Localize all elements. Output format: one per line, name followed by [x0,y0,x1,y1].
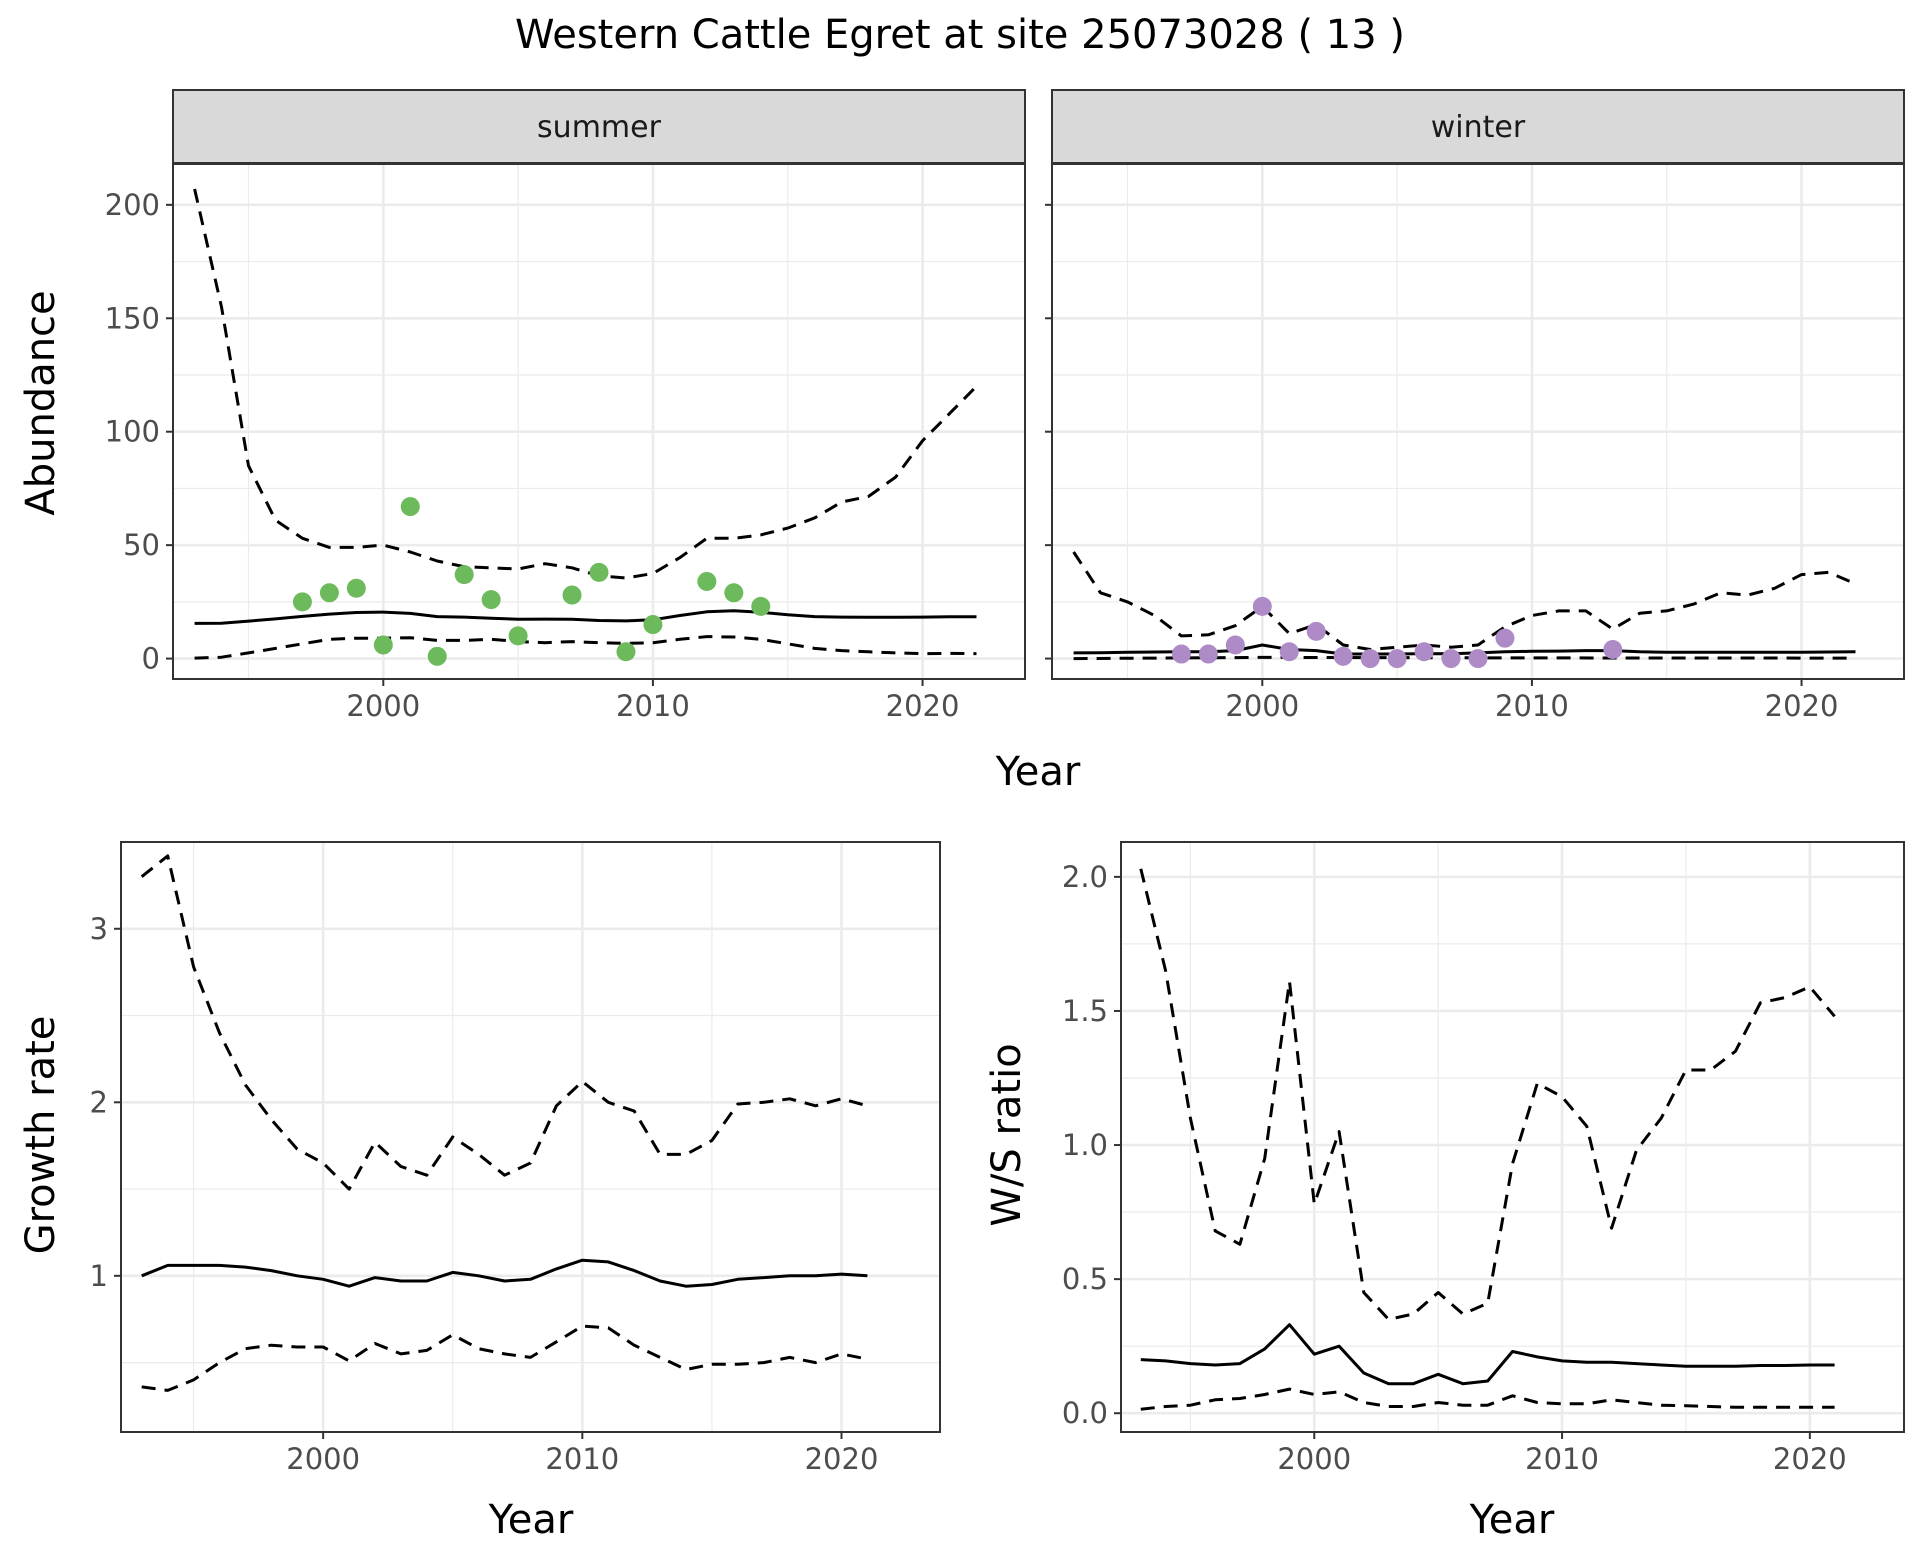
winter-data-point [1198,644,1218,664]
summer-data-point [616,642,636,662]
ratio-x-tick-label: 2000 [1277,1442,1351,1476]
growth-x-axis-title: Year [488,1497,574,1543]
winter-data-point [1225,635,1245,655]
summer-data-point [373,635,393,655]
growth-series-bound-line-1 [140,854,868,1191]
growth-series-bound-line-2 [141,1324,868,1392]
summer-plot-area [173,164,1025,679]
winter-data-point [1333,646,1353,666]
winter-data-point [1360,649,1380,669]
growth-y-axis-title: Growth rate [18,1016,64,1255]
winter-data-point [1306,621,1326,641]
winter-data-point [1468,649,1488,669]
ratio-y-tick-label: 1.5 [1062,994,1108,1028]
summer-series-bound-line-1 [193,188,978,580]
summer-y-tick-label: 150 [105,301,160,335]
ratio-x-tick-label: 2020 [1773,1442,1847,1476]
growth-y-tick-label: 3 [90,912,108,946]
ratio-panel-border [1120,841,1905,1433]
summer-y-tick-label: 100 [105,415,160,449]
summer-data-point [508,626,528,646]
winter-strip-label: winter [1431,110,1526,145]
winter-data-point [1495,628,1515,648]
summer-data-point [724,583,744,603]
summer-data-point [751,596,771,616]
summer-data-point [454,565,474,585]
summer-strip-label: summer [537,110,662,145]
summer-data-point [697,571,717,591]
winter-series-bound-line-1 [1072,551,1857,651]
summer-data-point [319,583,339,603]
growth-series-estimate-line [141,1258,868,1288]
ratio-x-axis-title: Year [1469,1497,1555,1543]
summer-data-point [643,615,663,635]
summer-y-tick-label: 50 [123,528,160,562]
ratio-y-axis-title: W/S ratio [984,1043,1030,1226]
winter-data-point [1387,649,1407,669]
ratio-panel: Year W/S ratio 2000 2010 2020 0.0 0.5 1.0 1.5 2… [984,841,1905,1543]
summer-x-tick-label: 2020 [886,689,960,723]
summer-data-point [562,585,582,605]
summer-series-estimate-line [194,609,977,625]
summer-data-point [400,497,420,517]
growth-panel: Year Growth rate 2000 2010 2020 1 2 3 [18,841,941,1543]
winter-strip [1051,89,1905,164]
summer-data-point [292,592,312,612]
ratio-series-estimate-line [1140,1323,1835,1386]
summer-y-tick-label: 200 [105,188,160,222]
summer-strip [172,89,1026,164]
summer-data-point [346,578,366,598]
ratio-x-tick-label: 2010 [1525,1442,1599,1476]
top-x-axis-title: Year [995,749,1081,795]
growth-x-tick-label: 2000 [286,1442,360,1476]
summer-panel: summer Abundance 2000 2010 2020 0 50 100 150 20… [18,89,1026,723]
growth-x-tick-label: 2020 [805,1442,879,1476]
summer-series-bound-line-2 [194,635,977,660]
winter-data-point [1171,644,1191,664]
winter-data-point [1414,642,1434,662]
ratio-y-tick-label: 0.5 [1062,1262,1108,1296]
summer-data-point [427,646,447,666]
growth-y-tick-label: 2 [90,1085,108,1119]
winter-x-tick-label: 2020 [1765,689,1839,723]
winter-data-point [1279,642,1299,662]
winter-data-point [1252,596,1272,616]
winter-x-tick-label: 2010 [1495,689,1569,723]
summer-x-tick-label: 2010 [616,689,690,723]
growth-plot-area [121,842,940,1432]
winter-panel-border [1051,163,1905,680]
winter-x-tick-label: 2000 [1225,689,1299,723]
ratio-plot-area [1121,842,1904,1432]
summer-data-point [589,562,609,582]
growth-panel-border [120,841,941,1433]
ratio-y-tick-label: 2.0 [1062,860,1108,894]
winter-panel: winter 2000 2010 2020 [1045,89,1905,723]
growth-y-tick-label: 1 [90,1259,108,1293]
winter-plot-area [1052,164,1904,679]
summer-panel-border [172,163,1026,680]
ratio-y-tick-label: 0.0 [1062,1396,1108,1430]
summer-data-point [481,590,501,610]
ratio-y-tick-label: 1.0 [1062,1128,1108,1162]
growth-x-tick-label: 2010 [545,1442,619,1476]
winter-data-point [1603,640,1623,660]
ratio-series-bound-line-1 [1139,868,1836,1321]
figure-title: Western Cattle Egret at site 25073028 ( … [515,12,1405,58]
ratio-series-bound-line-2 [1140,1387,1835,1411]
winter-data-point [1441,649,1461,669]
summer-x-tick-label: 2000 [346,689,420,723]
summer-y-tick-label: 0 [142,642,160,676]
summer-y-axis-title: Abundance [18,290,64,515]
